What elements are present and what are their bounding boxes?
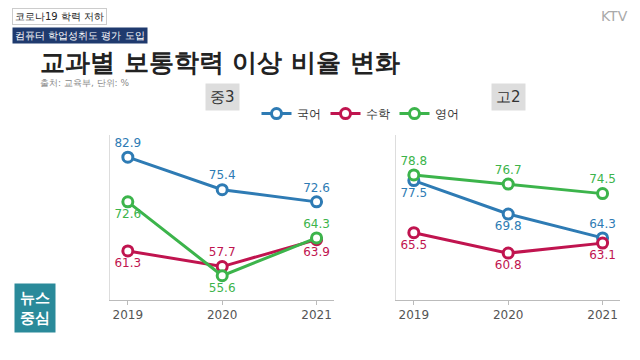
svg-text:55.6: 55.6 — [209, 281, 236, 295]
svg-text:뉴스중심: 뉴스중심 — [20, 289, 50, 327]
svg-text:출처: 교육부, 단위: %: 출처: 교육부, 단위: % — [40, 78, 130, 88]
svg-text:64.3: 64.3 — [589, 217, 616, 231]
svg-text:61.3: 61.3 — [114, 256, 141, 270]
svg-text:2019: 2019 — [113, 308, 144, 322]
svg-text:63.9: 63.9 — [303, 245, 330, 259]
svg-text:76.7: 76.7 — [495, 163, 522, 177]
svg-text:75.4: 75.4 — [209, 168, 236, 182]
svg-text:72.6: 72.6 — [303, 181, 330, 195]
svg-text:교과별 보통학력 이상 비율 변화: 교과별 보통학력 이상 비율 변화 — [40, 48, 400, 77]
svg-text:63.1: 63.1 — [589, 248, 616, 262]
svg-text:영어: 영어 — [435, 107, 459, 121]
svg-text:수학: 수학 — [366, 107, 390, 121]
svg-text:82.9: 82.9 — [114, 136, 141, 150]
svg-text:고2: 고2 — [496, 88, 521, 106]
svg-text:65.5: 65.5 — [400, 238, 427, 252]
svg-text:60.8: 60.8 — [495, 258, 522, 272]
svg-text:74.5: 74.5 — [589, 172, 616, 186]
svg-text:국어: 국어 — [297, 107, 321, 121]
svg-text:57.7: 57.7 — [209, 245, 236, 259]
svg-text:중3: 중3 — [210, 88, 235, 106]
svg-text:64.3: 64.3 — [303, 217, 330, 231]
svg-text:코로나19 학력 저하: 코로나19 학력 저하 — [15, 11, 104, 22]
svg-text:72.6: 72.6 — [114, 207, 141, 221]
svg-text:컴퓨터 학업성취도 평가 도입: 컴퓨터 학업성취도 평가 도입 — [15, 30, 145, 41]
svg-text:KTV: KTV — [601, 8, 628, 24]
svg-text:2021: 2021 — [587, 308, 618, 322]
svg-text:78.8: 78.8 — [400, 154, 427, 168]
svg-text:69.8: 69.8 — [495, 219, 522, 233]
svg-text:2020: 2020 — [207, 308, 238, 322]
svg-text:77.5: 77.5 — [400, 186, 427, 200]
svg-text:2020: 2020 — [493, 308, 524, 322]
svg-text:2021: 2021 — [301, 308, 332, 322]
svg-text:2019: 2019 — [399, 308, 430, 322]
